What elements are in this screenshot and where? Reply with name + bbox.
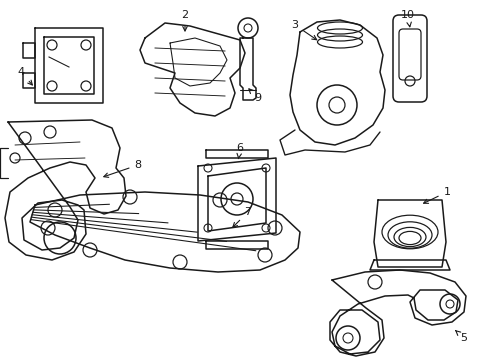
Text: 9: 9 (248, 89, 261, 103)
Text: 10: 10 (400, 10, 414, 27)
Text: 4: 4 (18, 67, 32, 85)
Text: 2: 2 (181, 10, 188, 31)
Text: 7: 7 (232, 207, 251, 227)
Text: 6: 6 (236, 143, 243, 159)
Text: 5: 5 (455, 330, 467, 343)
Text: 3: 3 (291, 20, 316, 40)
Text: 1: 1 (423, 187, 449, 203)
Text: 8: 8 (103, 160, 141, 177)
